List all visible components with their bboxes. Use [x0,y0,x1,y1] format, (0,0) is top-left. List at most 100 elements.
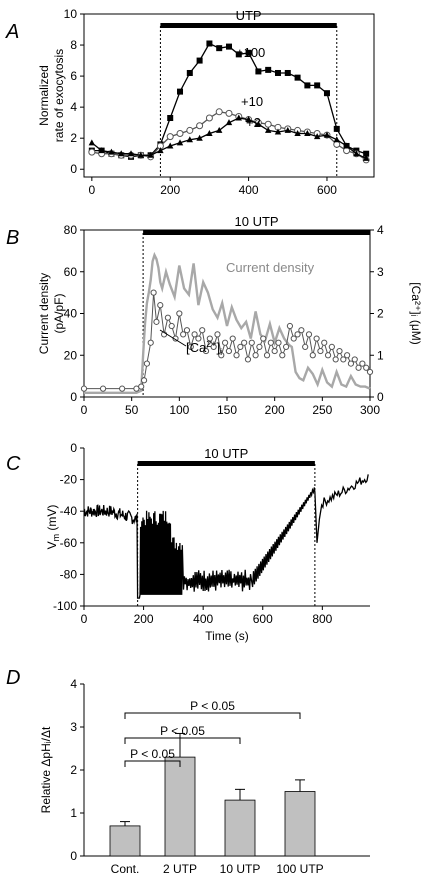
panel-b-ca-point-19 [191,331,198,338]
panel-a-point-0-18 [265,66,272,73]
panel-b-ca-point-40 [271,347,278,355]
panel-c-xlabel: Time (s) [205,629,249,643]
panel-b-ca-point-17 [183,327,191,334]
panel-b-ca-point-10 [157,302,164,309]
panel-b-ca-point-16 [180,331,187,338]
panel-a-point-2-22 [304,130,311,137]
panel-d-ytick-label-0: 0 [70,849,77,863]
panel-d: D 0 1 2 3 4 Relative ΔpHᵢ/Δt Cont. 2 UTP 10 UTP… [6,667,370,876]
panel-b-ca-point-20 [195,335,202,342]
panel-b-ylabel-right: [Ca²⁺]ᵢ (μM) [409,282,423,344]
panel-c-ylabel: Vm (mV) [45,505,61,550]
panel-a-point-2-12 [206,130,213,137]
panel-c-ytick-label-0: 0 [70,441,77,455]
panel-b-ca-point-5 [140,377,148,384]
panel-b-ca-point-53 [321,339,328,346]
panel-a-point-0-17 [255,68,262,75]
panel-c-ytick-label-3: -60 [60,536,78,550]
panel-d-ytick-label-3: 3 [70,720,77,734]
panel-c-xtick-label-3: 600 [253,612,273,626]
panel-a-series-line-0 [91,42,367,158]
panel-d-letter: D [6,667,20,689]
panel-b-ytick-left-label-0: 0 [70,390,77,404]
panel-a-point-0-21 [294,74,301,81]
panel-a-point-1-12 [205,114,213,122]
panel-b-ca-point-9 [153,318,160,325]
panel-b-ca-point-58 [340,356,347,363]
panel-a-ytick-label-0: 0 [70,162,77,176]
panel-b-ca-point-44 [286,322,294,330]
panel-b-ca-point-39 [267,339,274,346]
panel-a-point-2-9 [176,139,184,146]
panel-d-category-label-2: 10 UTP [220,862,261,876]
panel-b-ca-point-56 [332,356,339,363]
panel-c-letter: C [6,453,21,475]
panel-b-ca-point-15 [176,310,183,317]
panel-d-bar-3 [284,791,316,857]
panel-c-utp-bar [137,461,315,466]
panel-d-sig-bracket-1 [124,737,241,744]
panel-b-ca-point-46 [294,331,301,338]
panel-a-point-2-23 [313,133,321,140]
panel-b-ca-point-34 [248,339,255,346]
panel-a-xtick-label-2: 400 [239,183,259,197]
panel-a-point-0-11 [196,57,203,64]
panel-b-ca-point-61 [351,356,358,363]
panel-a-letter: A [5,21,19,43]
panel-a-point-2-6 [147,151,154,158]
panel-a-series-label-2: +2 [246,115,261,130]
panel-b-ca-point-50 [309,352,316,359]
panel-a-point-0-25 [333,125,340,132]
panel-b-xtick-label-0: 0 [81,403,88,417]
panel-a-axes: 0 200 400 600 0 2 4 6 8 10 [64,7,375,197]
panel-b-ylabel-left-line2: (pA/pF) [52,293,66,333]
panel-b-ytick-left-label-2: 40 [64,307,78,321]
panel-a-ytick-label-4: 8 [70,38,77,52]
panel-a-point-2-11 [196,134,203,141]
panel-b-ca-point-55 [328,343,335,350]
panel-b-marks: 10 UTP Current density [Ca2+]i [80,214,374,397]
panel-b-ca-point-23 [206,335,213,342]
panel-a-point-1-9 [176,130,184,138]
panel-b-ca-point-62 [355,364,362,371]
panel-b-ca-point-47 [298,327,305,334]
panel-d-sig-bracket-0 [124,712,301,719]
panel-b-ca-point-65 [366,368,374,376]
panel-b-ca-point-37 [260,335,267,342]
panel-d-axes: 0 1 2 3 4 Relative ΔpHᵢ/Δt [39,677,370,863]
panel-b-xtick-label-5: 250 [312,403,332,417]
panel-d-ytick-label-4: 4 [70,677,77,691]
panel-c-ytick-label-2: -40 [60,504,78,518]
panel-b-ca-pointer [159,329,187,347]
panel-b-xtick-label-6: 300 [360,403,380,417]
panel-c-ytick-label-4: -80 [60,567,78,581]
panel-c-ytick-label-5: -100 [53,599,77,613]
panel-a-point-2-0 [88,139,96,146]
panel-c-xtick-label-4: 800 [312,612,332,626]
panel-a-frame [83,13,375,178]
panel-a-point-2-13 [216,126,223,133]
panel-b-ca-point-48 [302,343,309,350]
panel-b-ca-point-52 [317,347,324,355]
panel-a-point-2-17 [255,120,262,127]
panel-c-ytick-label-1: -20 [60,473,78,487]
panel-b-ca-point-64 [363,364,370,371]
panel-a-point-2-3 [118,150,125,157]
panel-a-point-1-25 [333,140,341,148]
panel-b-ca-point-0 [80,385,88,392]
panel-a-point-2-1 [98,147,105,154]
panel-b-ca-point-27 [221,339,229,346]
panel-b-ytick-left-label-3: 60 [64,265,78,279]
panel-a-point-2-26 [343,142,350,149]
panel-b-ca-point-54 [324,352,332,359]
panel-b-ytick-right-label-1: 1 [377,348,384,362]
panel-b-ca-point-4 [138,383,145,390]
panel-b-ytick-left-label-1: 20 [64,348,78,362]
panel-b-ca-point-25 [214,331,221,338]
panel-b-ytick-right-label-4: 4 [377,223,384,237]
panel-b-current-trace [84,251,371,394]
panel-b-ca-point-36 [256,343,263,350]
panel-c-xtick-label-1: 200 [134,612,154,626]
panel-a-ylabel-line2: rate of exocytosis [52,49,66,142]
